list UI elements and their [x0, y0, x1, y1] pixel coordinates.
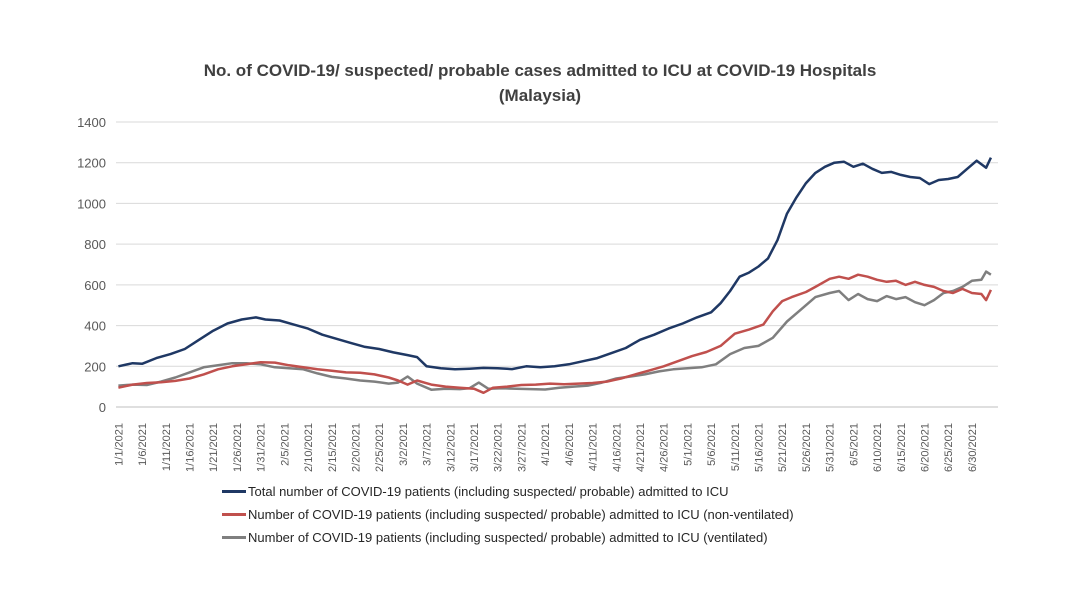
y-tick-label: 400	[84, 319, 106, 334]
x-tick-label: 5/16/2021	[754, 423, 766, 472]
x-tick-label: 2/25/2021	[374, 423, 386, 472]
x-tick-label: 5/1/2021	[682, 423, 694, 466]
y-axis-tick-labels: 0 200 400 600 800 1000 1200 1400	[77, 115, 106, 415]
x-tick-label: 3/27/2021	[516, 423, 528, 472]
chart-title-block: No. of COVID-19/ suspected/ probable cas…	[0, 58, 1080, 108]
x-tick-label: 6/10/2021	[872, 423, 884, 472]
x-tick-label: 5/21/2021	[777, 423, 789, 472]
y-tick-label: 0	[99, 400, 106, 415]
x-tick-label: 5/6/2021	[706, 423, 718, 466]
series-ventilated-line	[118, 270, 992, 391]
x-tick-label: 2/20/2021	[350, 423, 362, 472]
x-tick-label: 5/11/2021	[730, 423, 742, 471]
chart-legend: Total number of COVID-19 patients (inclu…	[222, 480, 794, 549]
x-tick-label: 3/22/2021	[493, 423, 505, 472]
x-tick-label: 6/15/2021	[896, 423, 908, 472]
x-tick-label: 2/15/2021	[327, 423, 339, 472]
x-tick-label: 3/12/2021	[445, 423, 457, 472]
y-tick-label: 1000	[77, 196, 106, 211]
y-tick-label: 600	[84, 278, 106, 293]
x-tick-label: 6/30/2021	[967, 423, 979, 472]
legend-item-total: Total number of COVID-19 patients (inclu…	[222, 480, 794, 503]
y-tick-label: 800	[84, 237, 106, 252]
series-non-ventilated-line	[118, 273, 993, 395]
legend-swatch-non-ventilated	[222, 513, 246, 516]
legend-item-non-ventilated: Number of COVID-19 patients (including s…	[222, 503, 794, 526]
x-tick-label: 6/25/2021	[943, 423, 955, 472]
series-lines	[118, 157, 993, 395]
series-total-line	[118, 157, 993, 371]
x-tick-label: 3/7/2021	[422, 423, 434, 466]
gridlines	[116, 121, 998, 408]
x-tick-label: 4/16/2021	[611, 423, 623, 472]
x-tick-label: 5/31/2021	[825, 423, 837, 472]
x-tick-label: 1/6/2021	[137, 423, 149, 466]
legend-label-total: Total number of COVID-19 patients (inclu…	[248, 484, 729, 499]
x-tick-label: 1/11/2021	[161, 423, 173, 471]
y-tick-label: 200	[84, 359, 106, 374]
x-tick-label: 4/21/2021	[635, 423, 647, 472]
legend-label-non-ventilated: Number of COVID-19 patients (including s…	[248, 507, 794, 522]
legend-swatch-total	[222, 490, 246, 493]
legend-swatch-ventilated	[222, 536, 246, 539]
x-tick-label: 2/10/2021	[303, 423, 315, 472]
y-tick-label: 1200	[77, 156, 106, 171]
x-tick-label: 4/11/2021	[588, 423, 600, 471]
x-tick-label: 1/16/2021	[185, 423, 197, 472]
x-tick-label: 3/17/2021	[469, 423, 481, 472]
x-tick-label: 4/6/2021	[564, 423, 576, 466]
x-tick-label: 4/26/2021	[659, 423, 671, 472]
x-tick-label: 1/21/2021	[208, 423, 220, 472]
y-tick-label: 1400	[77, 115, 106, 130]
x-tick-label: 2/5/2021	[279, 423, 291, 466]
x-tick-label: 6/20/2021	[920, 423, 932, 472]
legend-item-ventilated: Number of COVID-19 patients (including s…	[222, 526, 794, 549]
x-tick-label: 5/26/2021	[801, 423, 813, 472]
chart-title: No. of COVID-19/ suspected/ probable cas…	[203, 61, 877, 80]
x-tick-label: 6/5/2021	[848, 423, 860, 466]
x-tick-label: 1/1/2021	[113, 423, 125, 466]
x-tick-label: 4/1/2021	[540, 423, 552, 466]
legend-label-ventilated: Number of COVID-19 patients (including s…	[248, 530, 768, 545]
x-tick-label: 1/31/2021	[256, 423, 268, 472]
x-axis-tick-labels: 1/1/2021 1/6/2021 1/11/2021 1/16/2021 1/21/2…	[113, 423, 979, 472]
chart-subtitle: (Malaysia)	[498, 86, 582, 105]
x-tick-label: 1/26/2021	[232, 423, 244, 472]
x-tick-label: 3/2/2021	[398, 423, 410, 466]
